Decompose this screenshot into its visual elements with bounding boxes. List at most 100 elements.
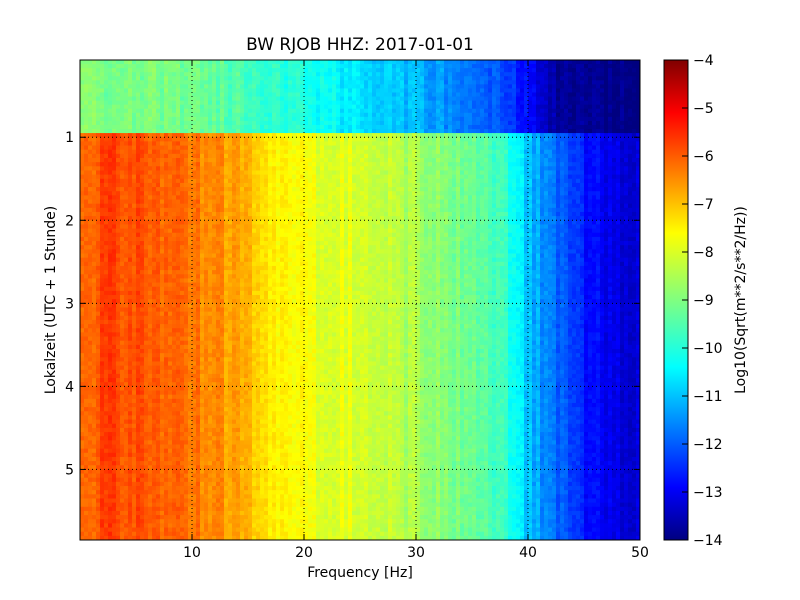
heatmap-cell-r1 bbox=[156, 216, 161, 221]
heatmap-cell-r1 bbox=[180, 149, 185, 155]
heatmap-cell-r1 bbox=[160, 295, 165, 300]
heatmap-cell-r0 bbox=[352, 80, 357, 85]
heatmap-cell-r0 bbox=[116, 129, 121, 134]
heatmap-cell-r1 bbox=[104, 469, 109, 475]
heatmap-cell-r1 bbox=[148, 282, 153, 288]
heatmap-cell-r1 bbox=[92, 332, 97, 338]
heatmap-cell-r1 bbox=[128, 436, 133, 441]
heatmap-cell-r1 bbox=[80, 211, 85, 217]
heatmap-cell-r0 bbox=[176, 100, 181, 106]
heatmap-cell-r1 bbox=[168, 211, 173, 217]
heatmap-cell-r1 bbox=[104, 170, 109, 176]
heatmap-cell-r0 bbox=[448, 84, 453, 90]
heatmap-cell-r1 bbox=[168, 249, 173, 255]
heatmap-cell-r1 bbox=[176, 307, 181, 313]
heatmap-cell-r1 bbox=[84, 191, 89, 196]
heatmap-cell-r1 bbox=[140, 456, 145, 462]
heatmap-cell-r0 bbox=[248, 60, 253, 65]
heatmap-cell-r1 bbox=[140, 461, 145, 466]
heatmap-cell-r0 bbox=[420, 76, 425, 81]
heatmap-cell-r0 bbox=[500, 80, 505, 85]
heatmap-cell-r1 bbox=[108, 178, 113, 184]
heatmap-cell-r0 bbox=[372, 96, 377, 102]
heatmap-cell-r0 bbox=[628, 68, 633, 73]
heatmap-cell-r1 bbox=[164, 519, 169, 524]
heatmap-cell-r1 bbox=[128, 415, 133, 421]
heatmap-cell-r0 bbox=[368, 108, 373, 114]
heatmap-cell-r1 bbox=[136, 344, 141, 350]
heatmap-cell-r1 bbox=[176, 162, 181, 167]
heatmap-cell-r1 bbox=[160, 382, 165, 387]
heatmap-cell-r1 bbox=[176, 211, 181, 217]
heatmap-cell-r0 bbox=[512, 108, 517, 114]
heatmap-cell-r1 bbox=[176, 232, 181, 238]
heatmap-cell-r0 bbox=[424, 108, 429, 114]
heatmap-cell-r1 bbox=[120, 311, 125, 317]
heatmap-cell-r1 bbox=[84, 357, 89, 363]
heatmap-cell-r0 bbox=[212, 96, 217, 102]
heatmap-cell-r1 bbox=[160, 315, 165, 321]
heatmap-cell-r0 bbox=[108, 124, 113, 130]
heatmap-cell-r0 bbox=[132, 108, 137, 114]
heatmap-cell-r0 bbox=[560, 76, 565, 81]
heatmap-cell-r0 bbox=[588, 120, 593, 126]
heatmap-cell-r0 bbox=[604, 84, 609, 90]
heatmap-cell-r0 bbox=[252, 80, 257, 85]
heatmap-cell-r1 bbox=[172, 419, 177, 425]
heatmap-cell-r0 bbox=[384, 76, 389, 81]
heatmap-cell-r1 bbox=[104, 328, 109, 333]
heatmap-cell-r1 bbox=[168, 506, 173, 512]
heatmap-cell-r1 bbox=[168, 498, 173, 504]
heatmap-cell-r0 bbox=[396, 120, 401, 126]
heatmap-cell-r0 bbox=[280, 112, 285, 118]
heatmap-cell-r1 bbox=[96, 145, 101, 151]
heatmap-cell-r1 bbox=[144, 157, 149, 163]
heatmap-cell-r0 bbox=[360, 96, 365, 102]
heatmap-cell-r0 bbox=[196, 80, 201, 85]
heatmap-cell-r1 bbox=[108, 149, 113, 155]
heatmap-cell-r1 bbox=[148, 207, 153, 213]
heatmap-cell-r0 bbox=[124, 88, 129, 94]
heatmap-cell-r1 bbox=[156, 436, 161, 441]
heatmap-cell-r0 bbox=[152, 92, 157, 98]
heatmap-cell-r1 bbox=[148, 477, 153, 483]
heatmap-cell-r0 bbox=[580, 76, 585, 81]
heatmap-cell-r1 bbox=[140, 506, 145, 512]
heatmap-cell-r0 bbox=[140, 68, 145, 73]
heatmap-cell-r0 bbox=[332, 72, 337, 77]
heatmap-cell-r0 bbox=[176, 84, 181, 90]
heatmap-cell-r0 bbox=[236, 84, 241, 90]
heatmap-cell-r0 bbox=[412, 96, 417, 102]
heatmap-cell-r0 bbox=[612, 68, 617, 73]
heatmap-cell-r0 bbox=[148, 88, 153, 94]
heatmap-cell-r0 bbox=[520, 104, 525, 110]
heatmap-cell-r0 bbox=[620, 112, 625, 118]
heatmap-cell-r1 bbox=[144, 340, 149, 346]
heatmap-cell-r1 bbox=[176, 436, 181, 441]
heatmap-cell-r1 bbox=[112, 220, 117, 226]
heatmap-cell-r1 bbox=[132, 241, 137, 246]
heatmap-cell-r0 bbox=[452, 76, 457, 81]
heatmap-cell-r0 bbox=[604, 112, 609, 118]
heatmap-cell-r0 bbox=[368, 129, 373, 134]
heatmap-cell-r0 bbox=[528, 60, 533, 65]
heatmap-cell-r1 bbox=[100, 402, 105, 408]
heatmap-cell-r1 bbox=[164, 282, 169, 288]
heatmap-cell-r1 bbox=[92, 469, 97, 475]
heatmap-cell-r0 bbox=[120, 96, 125, 102]
heatmap-cell-r1 bbox=[84, 378, 89, 383]
heatmap-cell-r1 bbox=[84, 510, 89, 516]
heatmap-cell-r0 bbox=[552, 112, 557, 118]
heatmap-cell-r0 bbox=[324, 96, 329, 102]
heatmap-cell-r1 bbox=[100, 232, 105, 238]
heatmap-cell-r1 bbox=[132, 195, 137, 201]
heatmap-cell-r1 bbox=[124, 390, 129, 396]
heatmap-cell-r0 bbox=[300, 88, 305, 94]
heatmap-cell-r1 bbox=[84, 436, 89, 441]
heatmap-cell-r1 bbox=[92, 203, 97, 209]
heatmap-cell-r1 bbox=[88, 187, 93, 192]
heatmap-cell-r1 bbox=[108, 349, 113, 354]
heatmap-cell-r1 bbox=[144, 315, 149, 321]
heatmap-cell-r1 bbox=[80, 216, 85, 221]
heatmap-cell-r1 bbox=[128, 340, 133, 346]
